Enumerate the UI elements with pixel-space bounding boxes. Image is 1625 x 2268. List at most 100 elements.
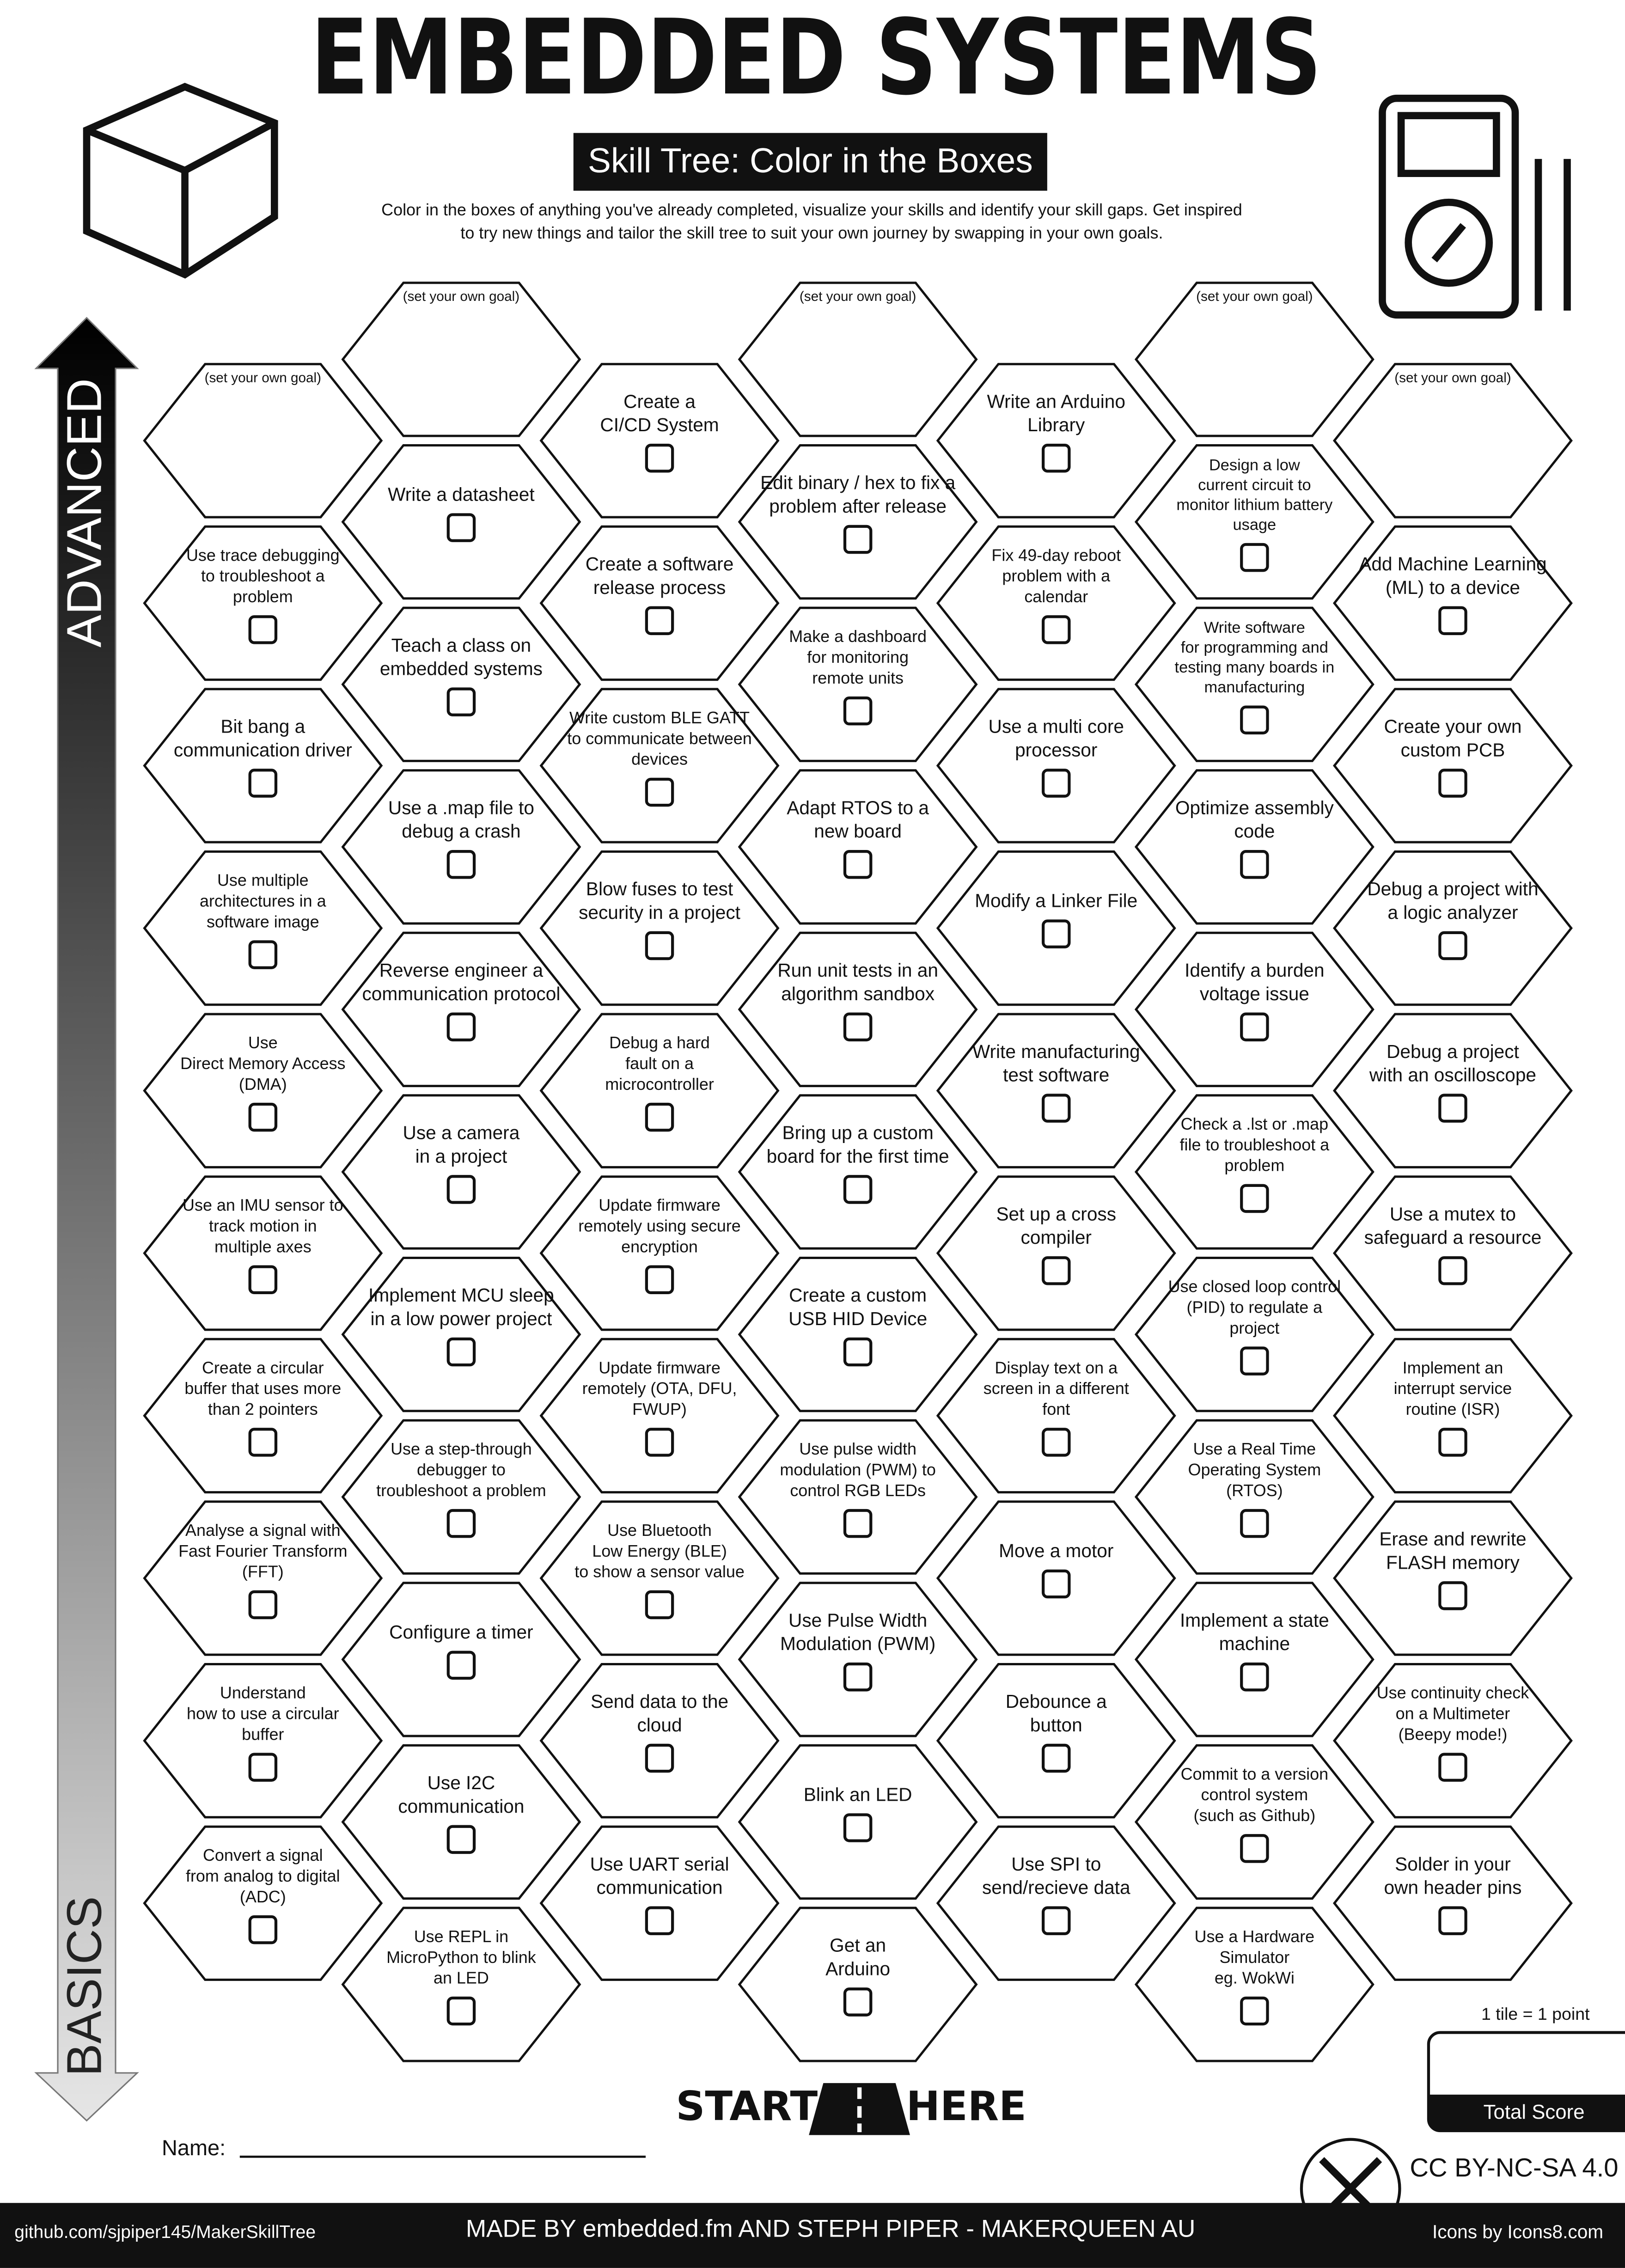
skill-label: Blink an LED [804, 1784, 912, 1805]
skill-icon [1041, 1256, 1071, 1285]
skill-icon [446, 1012, 476, 1042]
skill-hexagon [738, 281, 978, 437]
skill-hexagon [341, 1582, 581, 1737]
skill-label: Implement an [1403, 1358, 1503, 1377]
skill-label: Solder in your [1395, 1853, 1511, 1875]
skill-label: Debug a project [1387, 1041, 1519, 1062]
skill-icon [1041, 443, 1071, 473]
skill-hexagon [341, 931, 581, 1088]
skill-label: Use UART serial [590, 1853, 729, 1875]
skill-hexagon [1332, 1175, 1573, 1331]
skill-label: Use [248, 1033, 278, 1052]
skill-icon [645, 1428, 674, 1457]
skill-icon [1041, 1569, 1071, 1599]
skill-hexagon [143, 850, 383, 1006]
here-label: HERE [906, 2083, 1026, 2130]
skill-hexagon [738, 931, 978, 1088]
skill-label: Use SPI to [1011, 1853, 1101, 1875]
skill-label: algorithm sandbox [781, 983, 935, 1004]
skill-label: Use trace debugging [186, 545, 340, 564]
skill-hexagon [539, 1175, 780, 1331]
skill-label: Analyse a signal with [185, 1521, 341, 1540]
skill-label: Arduino [825, 1958, 890, 1979]
skill-icon [446, 1175, 476, 1204]
skill-label: Update firmware [599, 1358, 721, 1377]
skill-hexagon [1134, 1094, 1375, 1250]
skill-label: Use closed loop control [1168, 1277, 1341, 1296]
skill-icon [248, 1102, 278, 1132]
skill-label: voltage issue [1200, 983, 1309, 1004]
skill-label: problem [233, 587, 293, 606]
skill-label: track motion in [209, 1217, 317, 1235]
skill-label: cloud [637, 1714, 682, 1736]
goal-label: (set your own goal) [403, 289, 519, 304]
skill-label: Create a circular [202, 1358, 324, 1377]
skill-icon [1240, 1509, 1269, 1538]
skill-hexagon [738, 1907, 978, 2062]
subtitle-box [573, 133, 1047, 191]
skill-label: Library [1027, 414, 1085, 435]
skill-hexagon [1332, 363, 1573, 519]
skill-label: font [1042, 1400, 1070, 1418]
skill-icon [843, 1509, 873, 1538]
skill-label: to communicate between [567, 729, 752, 748]
skill-label: project [1229, 1318, 1279, 1337]
skill-hexagon [341, 281, 581, 437]
skill-label: Create a [623, 391, 696, 412]
skill-label: machine [1219, 1633, 1290, 1654]
skill-label: Use a Real Time [1193, 1439, 1316, 1458]
skill-label: send/recieve data [982, 1877, 1130, 1898]
skill-hexagon [1134, 1256, 1375, 1412]
skill-icon [1438, 931, 1467, 960]
skill-label: Create a software [586, 553, 734, 575]
skill-label: in a low power project [371, 1308, 552, 1329]
skill-label: Simulator [1219, 1948, 1289, 1967]
skill-label: embedded systems [380, 658, 543, 679]
skill-icon [1438, 1753, 1467, 1782]
skill-label: to show a sensor value [574, 1562, 745, 1581]
skill-icon [1041, 1906, 1071, 1935]
skill-label: file to troubleshoot a [1180, 1135, 1330, 1154]
skill-label: communication driver [174, 739, 352, 760]
skill-label: problem after release [769, 495, 947, 517]
skill-hexagon [936, 525, 1176, 681]
skill-icon [1041, 1743, 1071, 1773]
skill-icon [843, 1012, 873, 1042]
skill-hexagon [341, 1744, 581, 1900]
skill-label: Reverse engineer a [379, 960, 544, 981]
skill-label: Use a step-through [391, 1439, 532, 1458]
skill-label: how to use a circular [187, 1704, 339, 1723]
skill-label: routine (ISR) [1406, 1400, 1500, 1418]
skill-icon [843, 1987, 873, 2017]
skill-hexagon [738, 1744, 978, 1900]
skill-label: communication [398, 1796, 524, 1817]
skill-label: Write software [1204, 619, 1305, 636]
skill-label: Identify a burden [1185, 960, 1325, 981]
skill-label: Use a mutex to [1390, 1203, 1516, 1224]
skill-icon [1041, 769, 1071, 798]
name-label: Name: [162, 2136, 226, 2160]
skill-hexagon [341, 1907, 581, 2062]
skill-label: Design a low [1209, 457, 1300, 474]
skill-label: security in a project [579, 902, 740, 923]
skill-hexagon [143, 1825, 383, 1981]
skill-label: Check a .lst or .map [1181, 1114, 1329, 1133]
skill-label: problem [1224, 1156, 1284, 1175]
skill-label: Fast Fourier Transform [178, 1541, 347, 1560]
chip-cube-icon [83, 83, 278, 279]
skill-label: calendar [1024, 587, 1088, 606]
skill-icon [248, 1428, 278, 1457]
skill-icon [1438, 1906, 1467, 1935]
skill-label: own header pins [1384, 1877, 1521, 1898]
skill-label: new board [814, 820, 902, 842]
skill-hexagon [143, 1663, 383, 1819]
skill-hexagon [1332, 1338, 1573, 1494]
start-label: START [676, 2083, 818, 2130]
skill-label: eg. WokWi [1215, 1968, 1295, 1987]
skill-icon [645, 606, 674, 636]
skill-label: Fix 49-day reboot [991, 545, 1121, 564]
skill-label: Modify a Linker File [975, 890, 1137, 911]
skill-icon [1240, 1834, 1269, 1863]
skill-label: Update firmware [599, 1196, 721, 1215]
skill-hexagon [539, 1013, 780, 1168]
